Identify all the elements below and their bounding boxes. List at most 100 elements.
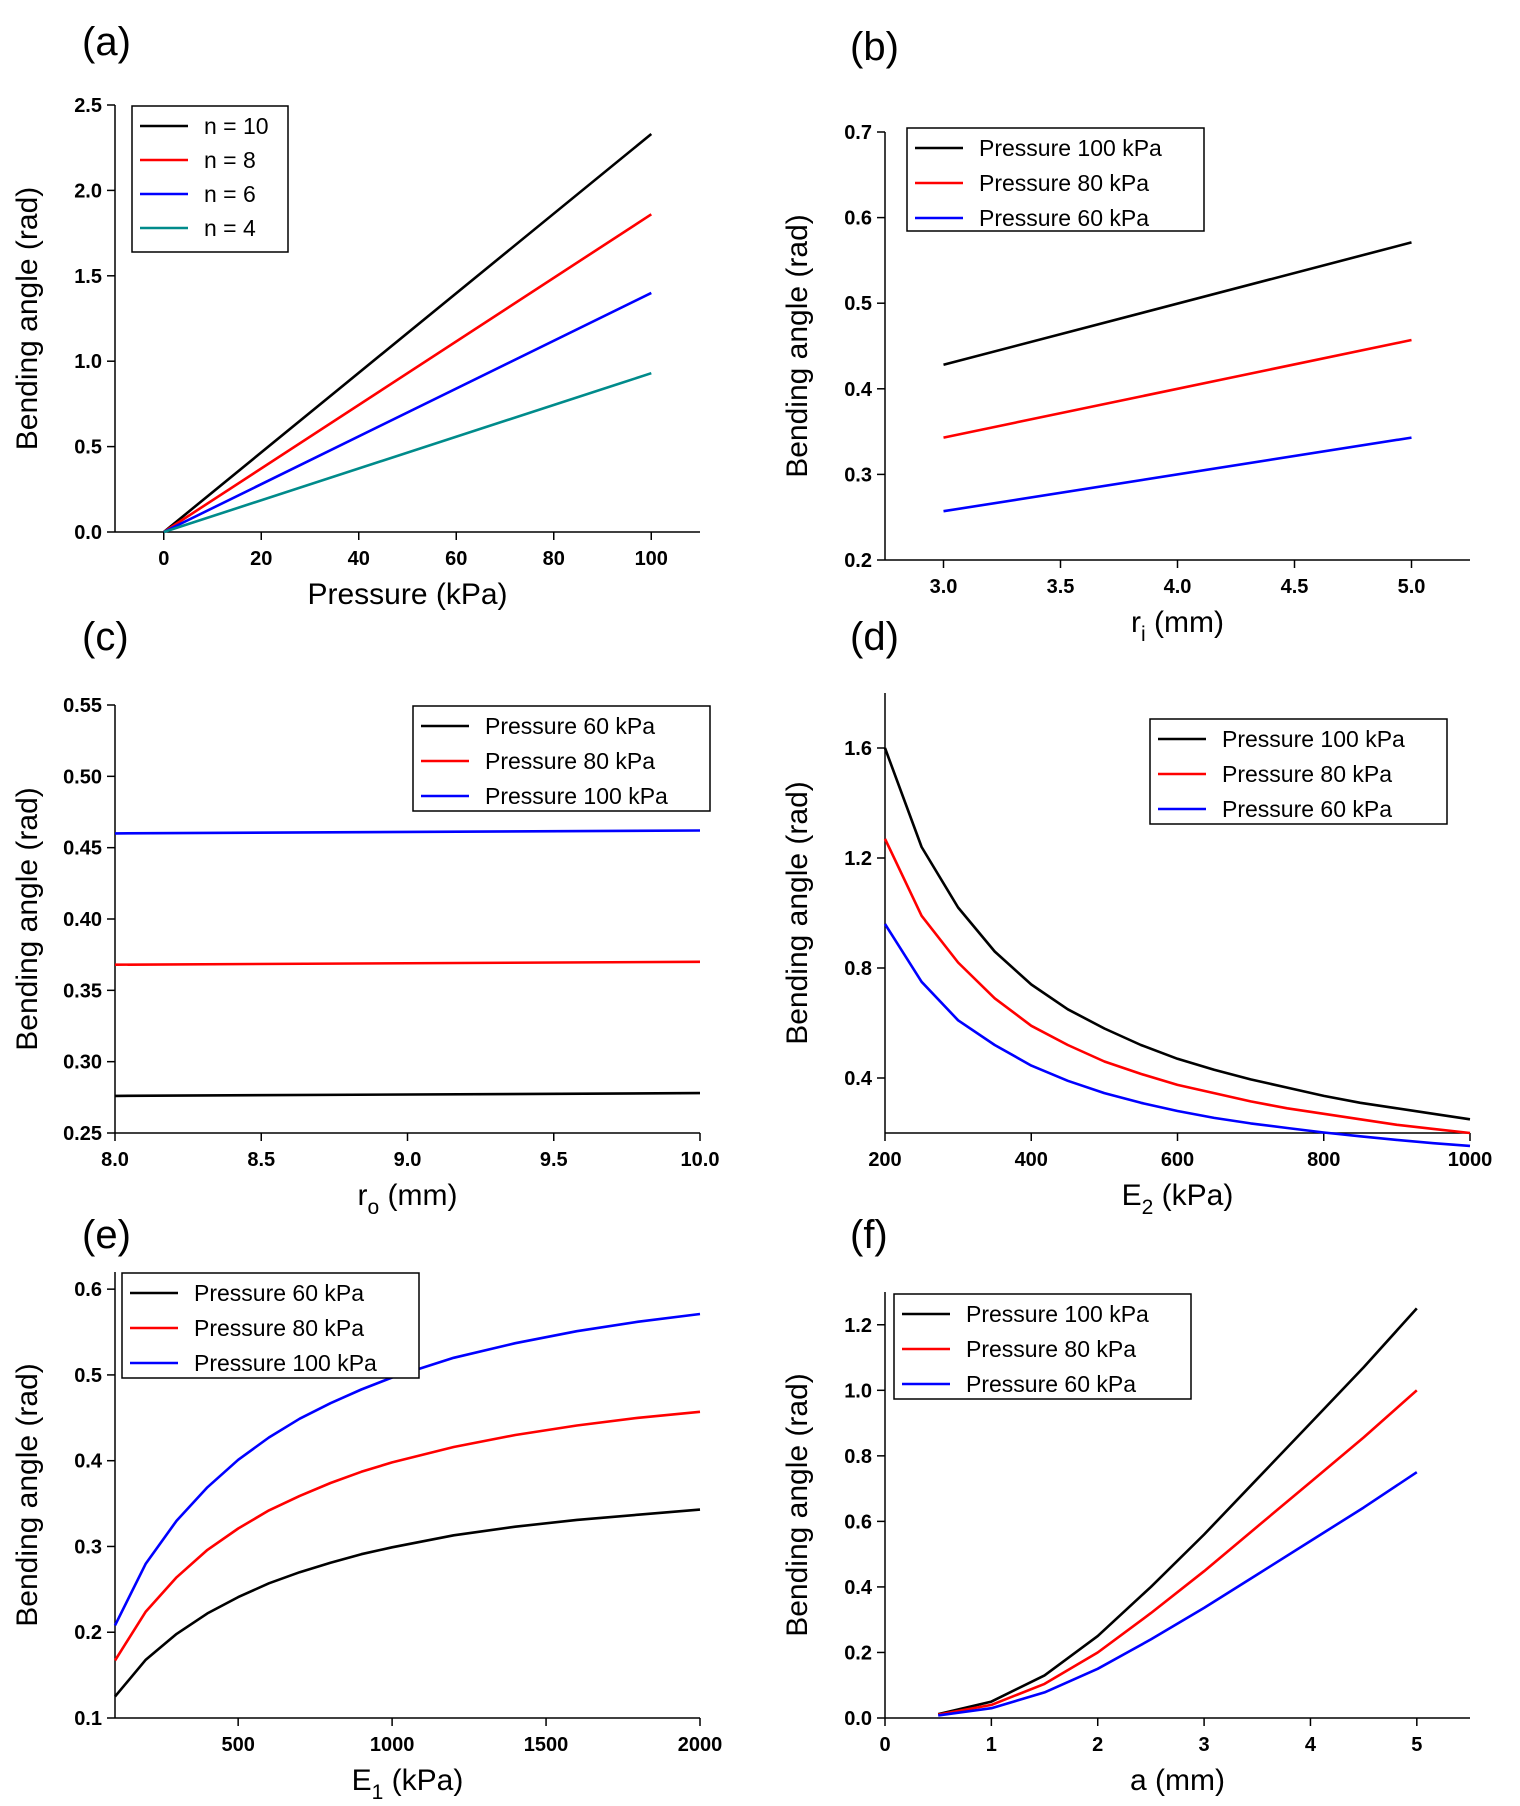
legend-entry-2: Pressure 80 kPa [485, 748, 655, 774]
x-tick-label: 40 [348, 548, 370, 570]
panel-label: (b) [850, 25, 899, 69]
x-tick-label: 3 [1199, 1734, 1210, 1756]
x-tick-label: 3.5 [1047, 576, 1075, 598]
legend-entry-3: Pressure 60 kPa [979, 205, 1149, 231]
y-tick-label: 0.6 [844, 208, 872, 230]
x-tick-label: 0 [158, 548, 169, 570]
x-tick-label: 1500 [524, 1734, 569, 1756]
x-axis-label-unit: (mm) [1146, 606, 1224, 639]
y-tick-label: 0.3 [74, 1536, 102, 1558]
legend-entry-1: Pressure 60 kPa [485, 713, 655, 739]
x-axis-label-subscript: 1 [372, 1781, 384, 1804]
legend-entry-2: n = 8 [204, 147, 256, 173]
x-tick-label: 4 [1305, 1734, 1317, 1756]
legend-entry-3: Pressure 100 kPa [485, 783, 668, 809]
y-axis-label: Bending angle (rad) [11, 787, 44, 1051]
y-tick-label: 0.45 [63, 838, 102, 860]
y-tick-label: 1.5 [74, 266, 102, 288]
y-tick-label: 0.6 [74, 1279, 102, 1301]
x-axis-label: ri (mm) [1131, 606, 1224, 646]
x-axis-label-main: Pressure (kPa) [307, 578, 507, 611]
x-tick-label: 5.0 [1398, 576, 1426, 598]
legend-entry-3: Pressure 60 kPa [966, 1371, 1136, 1397]
x-axis-label-subscript: o [368, 1196, 380, 1219]
x-tick-label: 5 [1411, 1734, 1422, 1756]
legend-entry-3: n = 6 [204, 181, 256, 207]
legend-box [121, 1272, 420, 1379]
y-tick-label: 0.8 [844, 1446, 872, 1468]
x-tick-label: 9.0 [394, 1149, 422, 1171]
x-tick-label: 8.5 [247, 1149, 275, 1171]
panel-label: (e) [82, 1213, 131, 1257]
x-tick-label: 500 [221, 1734, 254, 1756]
panel-label: (a) [82, 20, 131, 64]
series-line-2 [163, 213, 653, 534]
series-line-3 [938, 1471, 1418, 1717]
legend-box [893, 1293, 1192, 1400]
x-axis-label-subscript: 2 [1142, 1196, 1154, 1219]
x-tick-label: 80 [543, 548, 565, 570]
y-tick-label: 0.1 [74, 1708, 102, 1730]
y-tick-label: 1.0 [74, 351, 102, 373]
x-tick-label: 1000 [1448, 1149, 1493, 1171]
legend: Pressure 100 kPa Pressure 80 kPa Pressure … [906, 127, 1205, 232]
panel-label: (f) [850, 1213, 888, 1257]
y-axis-label: Bending angle (rad) [781, 781, 814, 1045]
y-tick-label: 0.7 [844, 122, 872, 144]
series-line-3 [113, 1312, 701, 1626]
legend-box [906, 127, 1205, 232]
legend-entry-2: Pressure 80 kPa [966, 1336, 1136, 1362]
legend-box [1149, 718, 1448, 825]
x-tick-label: 1000 [370, 1734, 415, 1756]
legend-entry-2: Pressure 80 kPa [1222, 761, 1392, 787]
series-line-2 [943, 338, 1412, 439]
x-tick-label: 200 [868, 1149, 901, 1171]
x-axis-label-main: E [1122, 1179, 1142, 1212]
series-line-1 [114, 1508, 701, 1698]
x-tick-label: 2000 [678, 1734, 723, 1756]
x-axis-label-unit: (mm) [379, 1179, 457, 1212]
series-line-2 [114, 960, 701, 966]
series-line-1 [943, 241, 1412, 367]
x-tick-label: 2 [1092, 1734, 1103, 1756]
series-line-1 [883, 747, 1471, 1121]
y-tick-label: 0.6 [844, 1511, 872, 1533]
x-tick-label: 600 [1161, 1149, 1194, 1171]
y-tick-label: 0.4 [844, 1577, 873, 1599]
x-tick-label: 60 [445, 548, 467, 570]
legend-box [412, 705, 711, 812]
y-tick-label: 0.2 [74, 1622, 102, 1644]
legend-entry-3: Pressure 60 kPa [1222, 796, 1392, 822]
legend-entry-3: Pressure 100 kPa [194, 1350, 377, 1376]
x-axis-label-unit: (kPa) [383, 1764, 463, 1797]
legend-entry-1: n = 10 [204, 113, 269, 139]
y-axis-label: Bending angle (rad) [11, 1363, 44, 1627]
x-axis-label: E2 (kPa) [1122, 1179, 1234, 1219]
chart-panel-a: (a) 0 20 40 60 80 100 0.0 0.5 1.0 1.5 2.0 2.5 Pressur… [11, 20, 700, 611]
y-tick-label: 0.4 [844, 379, 873, 401]
legend: Pressure 100 kPa Pressure 80 kPa Pressure … [1149, 718, 1448, 825]
y-tick-label: 0.40 [63, 909, 102, 931]
legend: Pressure 60 kPa Pressure 80 kPa Pressure 1… [121, 1272, 420, 1379]
legend-entry-2: Pressure 80 kPa [979, 170, 1149, 196]
x-axis-label: a (mm) [1130, 1764, 1225, 1797]
y-tick-label: 0.5 [74, 437, 102, 459]
chart-panel-f: (f) 0 1 2 3 4 5 0.0 0.2 0.4 0.6 0.8 1.0 1.2 a (mm) Bend… [781, 1213, 1470, 1797]
y-tick-label: 1.2 [844, 1315, 872, 1337]
series-line-1 [937, 1307, 1418, 1716]
y-tick-label: 0.2 [844, 1642, 872, 1664]
y-tick-label: 1.0 [844, 1380, 872, 1402]
y-tick-label: 0.3 [844, 464, 872, 486]
series-line-4 [163, 371, 652, 534]
x-tick-label: 1 [986, 1734, 997, 1756]
y-tick-label: 0.5 [74, 1365, 102, 1387]
x-tick-label: 9.5 [540, 1149, 568, 1171]
x-tick-label: 3.0 [930, 576, 958, 598]
x-tick-label: 8.0 [101, 1149, 129, 1171]
series-line-1 [162, 132, 653, 534]
panel-label: (c) [82, 615, 129, 659]
chart-panel-e: (e) 500 1000 1500 2000 0.1 0.2 0.3 0.4 0.5 0.6 E1 (… [11, 1213, 722, 1804]
x-tick-label: 20 [250, 548, 272, 570]
series-line-3 [883, 923, 1471, 1148]
